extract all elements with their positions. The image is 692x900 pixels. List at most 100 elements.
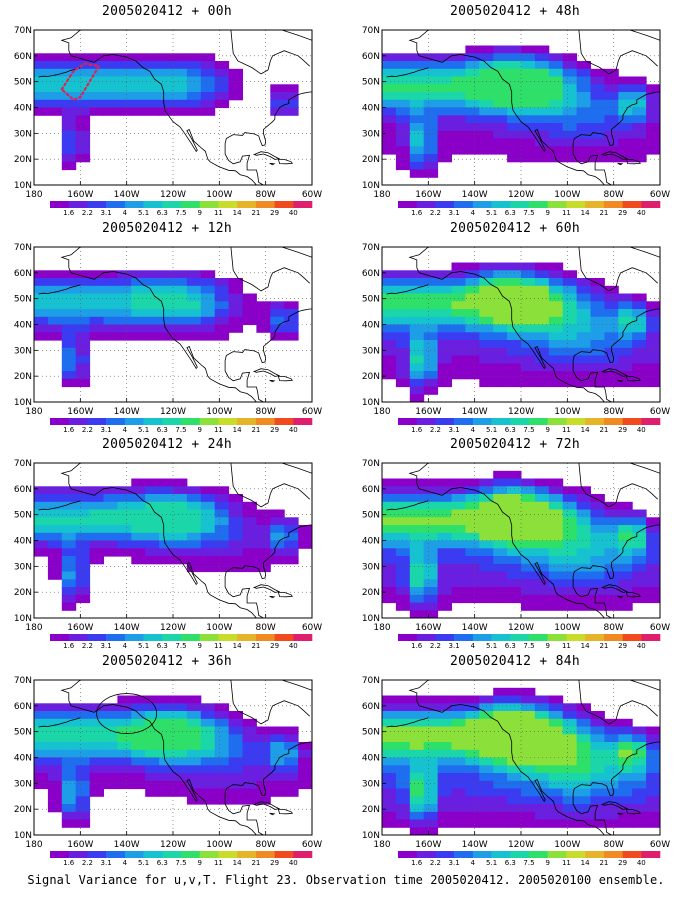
colorbar-swatch — [529, 634, 548, 641]
colorbar: 1.6 2.2 3.1 4 5.1 6.3 7.5 9 11 14 21 29 40 — [50, 634, 313, 648]
colorbar-swatch — [641, 851, 661, 858]
lon-tick-label: 100W — [206, 623, 232, 633]
panel-title: 2005020412 + 60h — [449, 221, 581, 236]
map-panel-84h: 2005020412 + 84h 70N 60N 50N 40N 30N 20N 10N 180… — [350, 654, 680, 866]
coastlines — [38, 463, 312, 618]
colorbar-swatch — [106, 201, 126, 208]
colorbar-label: 2.2 — [430, 859, 441, 865]
colorbar-label: 1.6 — [411, 209, 423, 215]
lon-tick-label: 80W — [603, 407, 623, 417]
lon-tick-label: 100W — [554, 840, 580, 850]
lat-tick-label: 40N — [14, 104, 32, 114]
lon-tick-label: 100W — [206, 840, 232, 850]
lat-tick-label: 20N — [362, 372, 380, 382]
colorbar: 1.6 2.2 3.1 4 5.1 6.3 7.5 9 11 14 21 29 40 — [398, 201, 661, 215]
colorbar-label: 1.6 — [411, 642, 423, 648]
colorbar-swatch — [124, 201, 144, 208]
colorbar-label: 5.1 — [138, 642, 149, 648]
colorbar-swatch — [529, 851, 548, 858]
colorbar-swatch — [181, 634, 200, 641]
colorbar-label: 6.3 — [505, 859, 516, 865]
lon-tick-label: 180 — [373, 840, 390, 850]
lat-tick-label: 20N — [14, 372, 32, 382]
colorbar-swatch — [603, 418, 623, 425]
colorbar-swatch — [293, 851, 313, 858]
colorbar-label: 9 — [197, 859, 201, 865]
colorbar-label: 11 — [214, 426, 223, 432]
lat-tick-label: 10N — [14, 614, 32, 624]
lat-tick-label: 10N — [362, 181, 380, 191]
colorbar-label: 5.1 — [486, 426, 497, 432]
coastlines — [386, 680, 660, 835]
lat-tick-label: 50N — [14, 78, 32, 88]
lat-tick-label: 60N — [14, 269, 32, 279]
panel-title: 2005020412 + 84h — [449, 654, 581, 669]
coastlines — [386, 463, 660, 618]
colorbar-swatch — [293, 634, 313, 641]
colorbar-label: 6.3 — [157, 426, 168, 432]
map-panel-12h: 2005020412 + 12h 70N 60N 50N 40N 30N 20N 10N 180… — [2, 221, 332, 433]
panel-title: 2005020412 + 12h — [101, 221, 233, 236]
colorbar-swatch — [50, 634, 69, 641]
colorbar-label: 9 — [197, 209, 201, 215]
colorbar-label: 14 — [233, 859, 242, 865]
colorbar-label: 29 — [270, 642, 279, 648]
lon-tick-label: 120W — [160, 840, 186, 850]
lat-tick-label: 70N — [362, 676, 380, 686]
lat-tick-label: 10N — [14, 181, 32, 191]
lat-tick-label: 20N — [362, 155, 380, 165]
colorbar-label: 29 — [618, 426, 627, 432]
colorbar-swatch — [181, 201, 200, 208]
colorbar-label: 2.2 — [430, 209, 441, 215]
colorbar-swatch — [218, 634, 238, 641]
map-panel-48h: 2005020412 + 48h 70N 60N 50N 40N 30N 20N 10N 180… — [350, 4, 680, 216]
lat-tick-label: 60N — [14, 52, 32, 62]
lon-tick-label: 120W — [160, 623, 186, 633]
colorbar-label: 1.6 — [63, 859, 75, 865]
colorbar-label: 21 — [251, 859, 260, 865]
colorbar-label: 11 — [214, 209, 223, 215]
colorbar-swatch — [218, 851, 238, 858]
colorbar-swatch — [255, 634, 275, 641]
colorbar-label: 3.1 — [449, 642, 460, 648]
colorbar-label: 7.5 — [175, 426, 186, 432]
lat-tick-label: 30N — [14, 346, 32, 356]
lat-tick-label: 40N — [14, 537, 32, 547]
colorbar-label: 1.6 — [63, 209, 75, 215]
colorbar-swatch — [622, 418, 642, 425]
colorbar-label: 4 — [471, 209, 476, 215]
lat-tick-label: 30N — [14, 129, 32, 139]
colorbar-label: 29 — [270, 859, 279, 865]
colorbar-swatch — [454, 634, 474, 641]
lat-tick-label: 10N — [14, 398, 32, 408]
colorbar-label: 6.3 — [505, 426, 516, 432]
flight-track — [60, 62, 101, 102]
lon-tick-label: 120W — [508, 407, 534, 417]
panel-title: 2005020412 + 36h — [101, 654, 233, 669]
colorbar-label: 11 — [562, 859, 571, 865]
colorbar-swatch — [435, 851, 455, 858]
colorbar-swatch — [603, 201, 623, 208]
colorbar-label: 14 — [581, 209, 590, 215]
colorbar-label: 11 — [562, 209, 571, 215]
colorbar-label: 6.3 — [157, 209, 168, 215]
map-panel-36h: 2005020412 + 36h 70N 60N 50N 40N 30N 20N 10N 180… — [2, 654, 332, 866]
colorbar-label: 40 — [289, 859, 298, 865]
lon-tick-label: 80W — [255, 840, 275, 850]
colorbar-swatch — [566, 201, 586, 208]
colorbar-label: 7.5 — [175, 859, 186, 865]
colorbar: 1.6 2.2 3.1 4 5.1 6.3 7.5 9 11 14 21 29 40 — [398, 634, 661, 648]
lon-tick-label: 120W — [508, 840, 534, 850]
colorbar-label: 29 — [618, 209, 627, 215]
colorbar-swatch — [255, 851, 275, 858]
colorbar-swatch — [162, 201, 182, 208]
lat-tick-label: 30N — [362, 129, 380, 139]
colorbar-swatch — [398, 634, 417, 641]
lat-tick-label: 20N — [14, 805, 32, 815]
panel-title: 2005020412 + 48h — [449, 4, 581, 19]
panel-title: 2005020412 + 72h — [449, 437, 581, 452]
colorbar-label: 9 — [197, 642, 201, 648]
colorbar-swatch — [566, 851, 586, 858]
